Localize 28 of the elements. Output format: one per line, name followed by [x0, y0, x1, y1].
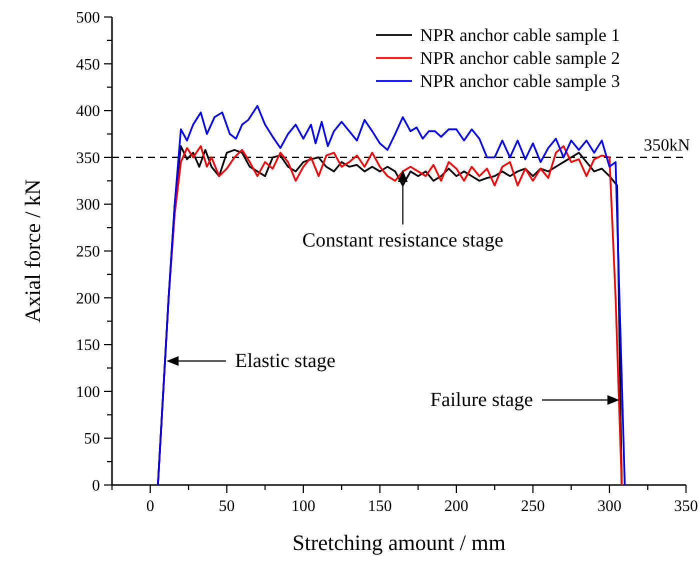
legend-label: NPR anchor cable sample 1 [420, 25, 620, 45]
x-tick-label: 100 [291, 498, 316, 515]
ref-line-label: 350kN [644, 135, 690, 154]
legend-label: NPR anchor cable sample 2 [420, 48, 620, 68]
y-tick-label: 400 [76, 103, 100, 120]
y-tick-label: 500 [76, 10, 100, 26]
annotation: Constant resistance stage [302, 229, 504, 252]
x-tick-label: 0 [146, 498, 154, 515]
y-tick-label: 200 [76, 290, 100, 308]
annotation: Elastic stage [235, 350, 336, 372]
y-tick-label: 100 [76, 384, 100, 401]
legend-label: NPR anchor cable sample 3 [420, 71, 620, 91]
x-tick-label: 150 [368, 498, 392, 515]
y-tick-label: 450 [76, 56, 100, 74]
x-tick-label: 300 [597, 498, 622, 515]
y-tick-label: 0 [92, 478, 100, 494]
y-tick-label: 50 [84, 430, 100, 448]
x-tick-label: 50 [218, 498, 235, 515]
x-tick-label: 200 [444, 498, 468, 515]
annotation: Failure stage [430, 389, 534, 411]
y-tick-label: 250 [76, 244, 100, 260]
x-tick-label: 250 [520, 498, 545, 515]
y-axis-title: Axial force / kN [20, 179, 45, 323]
y-tick-label: 300 [76, 196, 100, 214]
y-tick-label: 150 [76, 337, 100, 354]
x-tick-label: 350 [674, 498, 698, 515]
x-axis-title: Stretching amount / mm [292, 530, 506, 555]
y-tick-label: 350 [76, 150, 100, 167]
